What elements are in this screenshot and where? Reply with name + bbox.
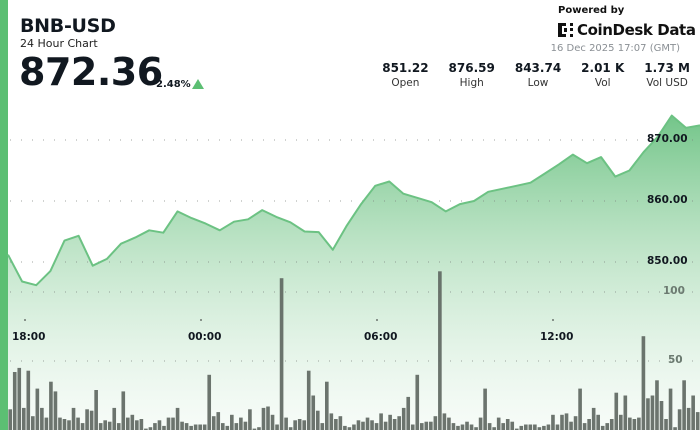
- stat-open: 851.22 Open: [382, 61, 428, 89]
- time-axis-label-0600: 06:00: [364, 331, 398, 343]
- stat-high: 876.59 High: [449, 61, 495, 89]
- stat-low: 843.74 Low: [515, 61, 561, 89]
- stat-label: High: [459, 77, 484, 89]
- stat-value: 843.74: [514, 61, 562, 75]
- volume-axis-label-50: 50: [668, 354, 683, 366]
- stat-label: Vol USD: [646, 77, 688, 89]
- price-line: [7, 114, 700, 287]
- accent-bar: [0, 0, 8, 430]
- timestamp: 16 Dec 2025 17:07 (GMT): [550, 43, 680, 54]
- brand-logo-link[interactable]: CoinDesk Data: [558, 21, 696, 39]
- coindesk-logo-icon: [558, 23, 574, 37]
- time-axis-label-0000: 00:00: [188, 331, 222, 343]
- stat-value: 1.73 M: [644, 61, 690, 75]
- current-price: 872.36: [19, 50, 163, 94]
- stats-row: 851.22 Open 876.59 High 843.74 Low 2.01 …: [362, 61, 690, 89]
- chart-subtitle: 24 Hour Chart: [20, 37, 98, 50]
- stat-value: 876.59: [448, 61, 495, 75]
- price-change-percent: 2.48%: [156, 79, 191, 90]
- stat-vol: 2.01 K Vol: [581, 61, 624, 89]
- brand-name: CoinDesk Data: [577, 21, 696, 39]
- volume-bars: [8, 271, 700, 430]
- stat-label: Low: [527, 77, 549, 89]
- pair-title: BNB-USD: [20, 15, 116, 37]
- powered-by-label: Powered by: [558, 5, 625, 16]
- time-axis-label-1800: 18:00: [12, 331, 46, 343]
- stat-vol-usd: 1.73 M Vol USD: [644, 61, 690, 89]
- grid-lines: [10, 139, 700, 362]
- time-axis-label-1200: 12:00: [540, 331, 574, 343]
- price-area: [8, 115, 700, 430]
- stat-label: Vol: [594, 77, 611, 89]
- price-axis-label-870: 870.00: [647, 133, 688, 145]
- price-axis-label-860: 860.00: [647, 194, 688, 206]
- volume-axis-label-100: 100: [663, 285, 685, 297]
- price-axis-label-850: 850.00: [647, 255, 688, 267]
- triangle-up-icon: [192, 79, 204, 89]
- stat-value: 851.22: [382, 61, 429, 75]
- stat-value: 2.01 K: [581, 61, 625, 75]
- stat-label: Open: [391, 77, 420, 89]
